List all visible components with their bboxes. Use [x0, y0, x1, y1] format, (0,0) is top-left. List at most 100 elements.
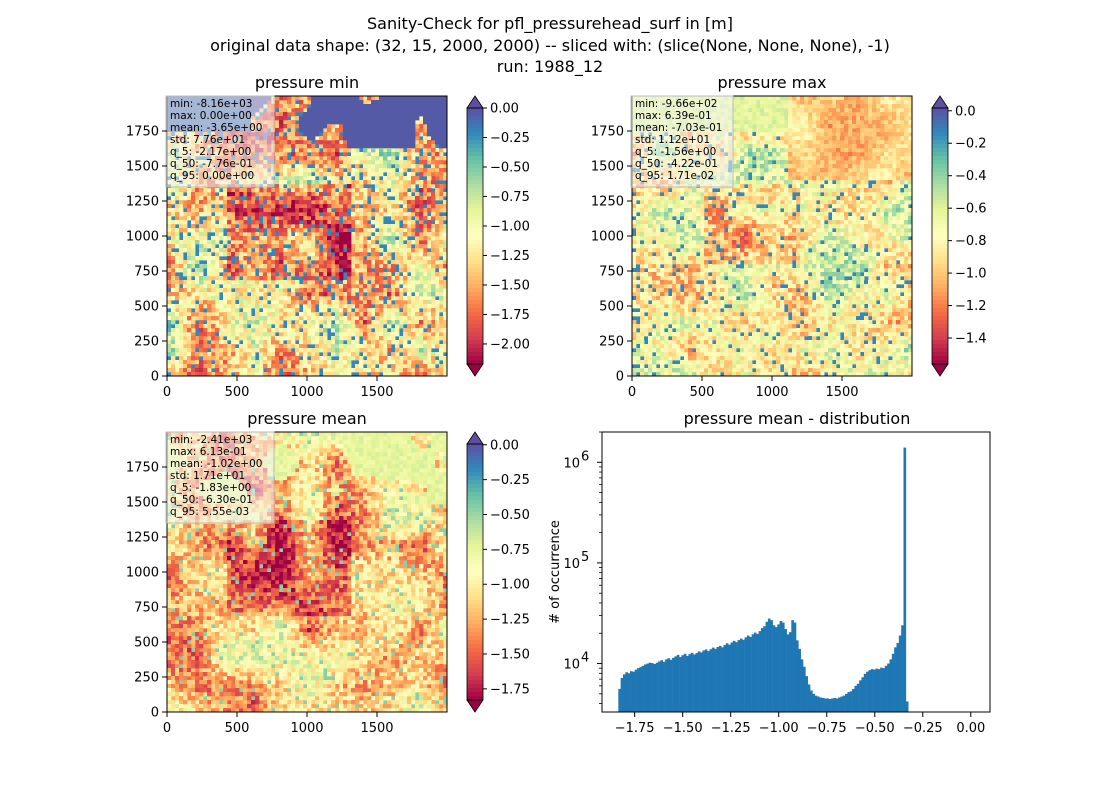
histogram-bar [697, 651, 701, 712]
heatmap-cells [199, 484, 444, 649]
heatmap-cells [267, 532, 292, 581]
x-tick-label: −1.50 [663, 721, 703, 736]
histogram-bar [681, 655, 685, 712]
colorbar-segment [932, 312, 948, 317]
heatmap-cells [347, 184, 352, 189]
x-tick-label: 1500 [825, 385, 858, 400]
heatmap-cells [768, 152, 773, 157]
histogram-bar [634, 669, 638, 712]
heatmap-cells [732, 260, 737, 265]
heatmap-cells [792, 304, 797, 309]
heatmap-cells [195, 268, 200, 273]
stat-max: max: 6.39e-01 [635, 110, 712, 122]
heatmap-cells [299, 216, 304, 221]
heatmap-cells [696, 292, 701, 297]
heatmap-cells [423, 372, 428, 377]
heatmap-cells [243, 212, 248, 217]
histogram-bar [838, 697, 841, 712]
colorbar-tick-label: −0.6 [955, 202, 987, 217]
colorbar-segment [467, 224, 483, 229]
colorbar-segment [467, 564, 483, 569]
histogram-bar [828, 698, 832, 712]
heatmap-cells [279, 260, 284, 265]
colorbar-segment [932, 280, 948, 285]
heatmap-cells [331, 560, 336, 565]
colorbar-segment [467, 160, 483, 165]
colorbar-segment [467, 684, 483, 689]
heatmap-cells [720, 252, 725, 257]
heatmap-cells [383, 364, 388, 369]
heatmap-cells [347, 248, 352, 253]
heatmap-cells [311, 336, 316, 341]
heatmap-cells [896, 228, 901, 233]
colorbar-segment [467, 268, 483, 273]
heatmap-cells [227, 640, 252, 661]
colorbar-segment [467, 272, 483, 277]
heatmap-cells [403, 504, 408, 509]
colorbar-segment [467, 516, 483, 521]
heatmap-cells [227, 632, 232, 637]
y-tick-label: 750 [134, 265, 159, 280]
heatmap-cells [207, 440, 368, 657]
histogram-bar [721, 647, 724, 712]
heatmap-cells [732, 232, 737, 237]
heatmap-cells [287, 160, 292, 165]
histogram-bar [669, 659, 673, 712]
histogram-bar [788, 632, 792, 712]
histogram-bar [686, 655, 689, 712]
colorbar-segment [467, 196, 483, 201]
colorbar-segment [932, 140, 948, 145]
stat-mean: mean: -7.03e-01 [635, 122, 722, 134]
y-tick-label: 1000 [126, 230, 159, 245]
heatmap-cells [355, 348, 360, 353]
colorbar-segment [467, 540, 483, 545]
figure-title-line-3: run: 1988_12 [497, 57, 603, 77]
heatmap-cells [227, 192, 352, 281]
colorbar-segment [467, 480, 483, 485]
heatmap-cells [403, 296, 408, 301]
heatmap-cells [279, 220, 284, 225]
colorbar-segment [932, 176, 948, 181]
colorbar-segment [932, 352, 948, 357]
histogram-bar [674, 656, 678, 712]
heatmap-cells [275, 584, 280, 589]
colorbar-segment [467, 256, 483, 261]
y-tick-label: 0 [151, 370, 159, 385]
colorbar-segment [932, 216, 948, 221]
heatmap-cells [355, 644, 360, 649]
histogram-bar [833, 697, 837, 712]
panel-pressure-mean: pressure mean min: -2.41e+03 max: 6.13e-… [126, 409, 530, 736]
colorbar-segment [932, 116, 948, 121]
colorbar-segment [467, 184, 483, 189]
colorbar-segment [467, 312, 483, 317]
colorbar-tick-label: −1.50 [490, 647, 530, 662]
colorbar-segment [467, 164, 483, 169]
colorbar: 0.00 −0.25 −0.50 −0.75 −1.00 −1.25 −1.50 −1.75 −… [466, 95, 530, 377]
colorbar-segment [467, 212, 483, 217]
histogram-bar [756, 633, 759, 712]
histogram-bar [784, 629, 787, 712]
heatmap-cells [343, 260, 348, 265]
colorbar-segment [467, 612, 483, 617]
heatmap-cells [724, 224, 729, 229]
heatmap-cells [251, 572, 256, 577]
heatmap-cells [652, 212, 657, 217]
heatmap-cells [684, 256, 689, 261]
y-tick-label: 1750 [126, 461, 159, 476]
heatmap-cells [247, 320, 252, 325]
heatmap-cells [303, 444, 308, 449]
heatmap-cells [640, 96, 909, 361]
histogram-bar [679, 657, 682, 712]
colorbar-segment [932, 240, 948, 245]
colorbar-segment [467, 152, 483, 157]
colorbar-segment [467, 576, 483, 581]
heatmap-cells [171, 340, 176, 345]
histogram-bar [875, 668, 879, 712]
colorbar-segment [467, 200, 483, 205]
heatmap-cells [235, 292, 240, 297]
colorbar-segment [467, 692, 483, 697]
heatmap-cells [403, 480, 440, 501]
y-tick-label: 750 [134, 601, 159, 616]
histogram-bar [739, 638, 743, 712]
heatmap-cells [239, 96, 448, 149]
